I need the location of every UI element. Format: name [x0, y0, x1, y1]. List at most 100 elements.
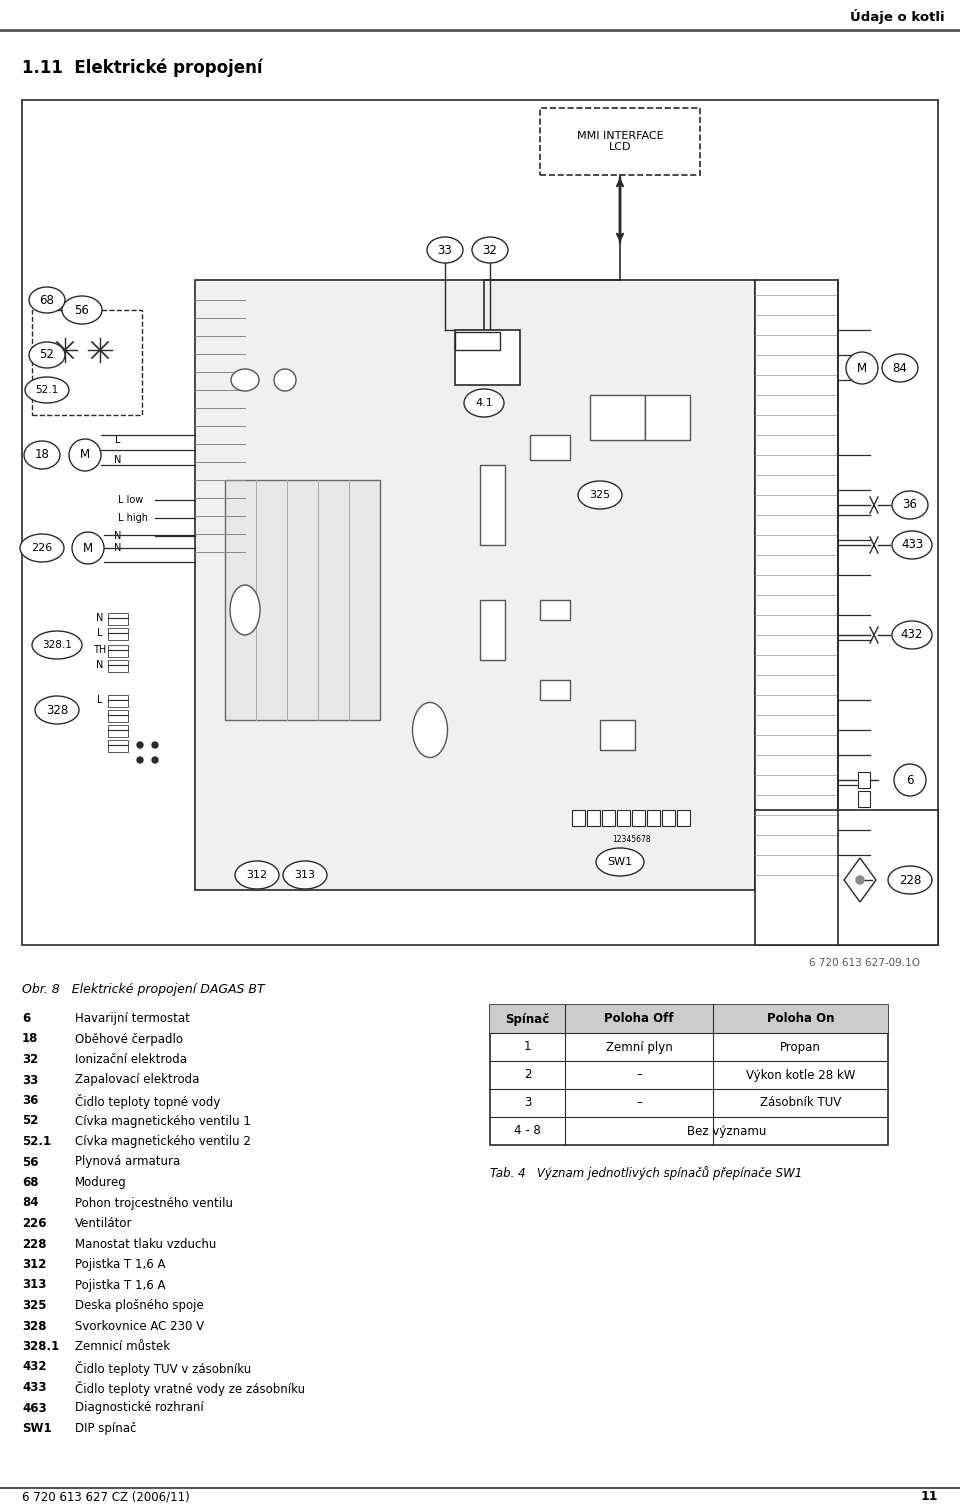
Bar — [755, 810, 938, 945]
Text: N: N — [114, 531, 122, 540]
Text: Čidlo teploty TUV v zásobníku: Čidlo teploty TUV v zásobníku — [75, 1361, 252, 1376]
Text: L: L — [97, 695, 103, 704]
Text: 52: 52 — [39, 349, 55, 361]
Text: 432: 432 — [22, 1361, 46, 1374]
Text: N: N — [114, 543, 122, 552]
Circle shape — [137, 742, 143, 748]
Text: Tab. 4   Význam jednotlivých spínačů přepínače SW1: Tab. 4 Význam jednotlivých spínačů přepí… — [490, 1166, 803, 1180]
Ellipse shape — [882, 354, 918, 382]
Text: 36: 36 — [22, 1094, 38, 1108]
Text: 33: 33 — [438, 244, 452, 256]
Bar — [540, 108, 700, 175]
Bar — [645, 394, 690, 439]
Bar — [108, 725, 128, 737]
Text: Čidlo teploty vratné vody ze zásobníku: Čidlo teploty vratné vody ze zásobníku — [75, 1382, 305, 1397]
Text: Poloha On: Poloha On — [767, 1013, 834, 1025]
Bar — [858, 792, 870, 807]
Text: L high: L high — [118, 513, 148, 524]
Text: –: – — [636, 1097, 642, 1109]
Circle shape — [846, 352, 878, 384]
Text: 226: 226 — [22, 1218, 46, 1230]
Ellipse shape — [578, 482, 622, 509]
Text: N: N — [96, 613, 104, 623]
Text: 328.1: 328.1 — [42, 640, 72, 650]
Text: 313: 313 — [295, 870, 316, 880]
Text: Manostat tlaku vzduchu: Manostat tlaku vzduchu — [75, 1237, 216, 1251]
Text: M: M — [857, 361, 867, 375]
Text: Zemní plyn: Zemní plyn — [606, 1040, 672, 1054]
Ellipse shape — [888, 865, 932, 894]
Ellipse shape — [596, 847, 644, 876]
Bar — [108, 710, 128, 722]
Bar — [647, 810, 660, 826]
Polygon shape — [844, 858, 876, 901]
Text: 68: 68 — [39, 293, 55, 307]
Text: Pohon trojcestného ventilu: Pohon trojcestného ventilu — [75, 1196, 233, 1210]
Text: N: N — [114, 455, 122, 465]
Text: Zemnicí můstek: Zemnicí můstek — [75, 1339, 170, 1353]
Bar — [108, 646, 128, 658]
Text: Cívka magnetického ventilu 2: Cívka magnetického ventilu 2 — [75, 1135, 251, 1148]
Text: 228: 228 — [22, 1237, 46, 1251]
Text: Ionizační elektroda: Ionizační elektroda — [75, 1054, 187, 1066]
Ellipse shape — [24, 441, 60, 470]
Ellipse shape — [427, 236, 463, 263]
Bar — [540, 680, 570, 700]
Bar — [108, 695, 128, 707]
Text: 18: 18 — [35, 448, 49, 462]
Bar — [600, 719, 635, 749]
Ellipse shape — [29, 287, 65, 313]
Bar — [480, 465, 505, 545]
Text: N: N — [43, 394, 51, 405]
Text: Výkon kotle 28 kW: Výkon kotle 28 kW — [746, 1069, 855, 1082]
Text: 84: 84 — [893, 361, 907, 375]
Text: 52: 52 — [22, 1115, 38, 1127]
Text: Údaje o kotli: Údaje o kotli — [851, 9, 945, 24]
Text: TH: TH — [93, 646, 107, 655]
Text: 6 720 613 627-09.1O: 6 720 613 627-09.1O — [809, 959, 920, 968]
Circle shape — [152, 757, 158, 763]
Bar — [108, 628, 128, 640]
Ellipse shape — [283, 861, 327, 889]
Ellipse shape — [472, 236, 508, 263]
Text: Čidlo teploty topné vody: Čidlo teploty topné vody — [75, 1094, 221, 1109]
Bar — [455, 333, 500, 351]
Bar — [755, 280, 838, 889]
Text: DIP spínač: DIP spínač — [75, 1422, 136, 1434]
Bar — [480, 600, 505, 661]
Text: –: – — [636, 1069, 642, 1082]
Text: 312: 312 — [247, 870, 268, 880]
Text: 6: 6 — [906, 774, 914, 787]
Text: Modureg: Modureg — [75, 1175, 127, 1189]
Bar — [540, 600, 570, 620]
Text: Zásobník TUV: Zásobník TUV — [760, 1097, 841, 1109]
Bar — [108, 740, 128, 752]
Text: 2: 2 — [524, 1069, 531, 1082]
Text: SW1: SW1 — [22, 1422, 52, 1434]
Text: 6 720 613 627 CZ (2006/11): 6 720 613 627 CZ (2006/11) — [22, 1490, 190, 1503]
Text: 1.11  Elektrické propojení: 1.11 Elektrické propojení — [22, 59, 262, 77]
Bar — [590, 394, 645, 439]
Bar — [677, 810, 690, 826]
Text: 52.1: 52.1 — [36, 385, 59, 394]
Ellipse shape — [35, 695, 79, 724]
Ellipse shape — [62, 296, 102, 324]
Circle shape — [274, 369, 296, 391]
Ellipse shape — [235, 861, 279, 889]
Text: 312: 312 — [22, 1258, 46, 1272]
Text: Pojistka T 1,6 A: Pojistka T 1,6 A — [75, 1279, 165, 1291]
Text: 432: 432 — [900, 629, 924, 641]
Ellipse shape — [25, 376, 69, 403]
Bar — [617, 810, 630, 826]
Text: 11: 11 — [921, 1490, 938, 1503]
Bar — [490, 1005, 888, 1145]
Bar — [602, 810, 615, 826]
Text: Poloha Off: Poloha Off — [604, 1013, 674, 1025]
Bar — [22, 99, 938, 945]
Ellipse shape — [231, 369, 259, 391]
Bar — [858, 772, 870, 789]
Ellipse shape — [892, 491, 928, 519]
Circle shape — [856, 876, 864, 883]
Text: Ventilátor: Ventilátor — [75, 1218, 132, 1230]
Circle shape — [137, 757, 143, 763]
